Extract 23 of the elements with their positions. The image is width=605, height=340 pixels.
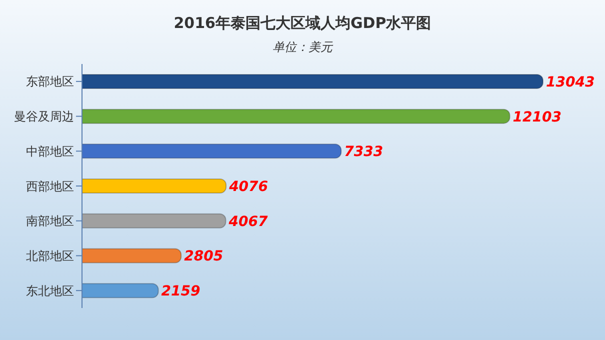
data-label: 2805 [184,248,224,265]
bar [82,144,342,159]
y-tick-label: 南部地区 [26,214,74,228]
y-tick-label: 北部地区 [26,248,74,263]
data-label: 4076 [228,179,268,195]
bar [82,178,227,194]
chart-title: 2016年泰国七大区域人均GDP水平图 [172,13,432,33]
y-tick-label: 东部地区 [26,74,74,89]
data-label: 4067 [228,214,268,230]
bar [82,248,182,264]
data-label: 7333 [344,144,384,160]
bar [82,74,544,89]
chart-subtitle: 单位：美元 [272,39,334,56]
bar [82,283,159,298]
y-tick-label: 东北地区 [26,284,74,298]
data-label: 12103 [512,109,562,126]
y-tick-label: 西部地区 [26,179,74,194]
y-tick-label: 中部地区 [26,144,74,158]
data-label: 2159 [161,284,201,300]
bar [82,108,510,124]
data-label: 13043 [546,74,595,90]
bar [82,213,226,228]
y-tick-label: 曼谷及周边 [14,110,74,124]
